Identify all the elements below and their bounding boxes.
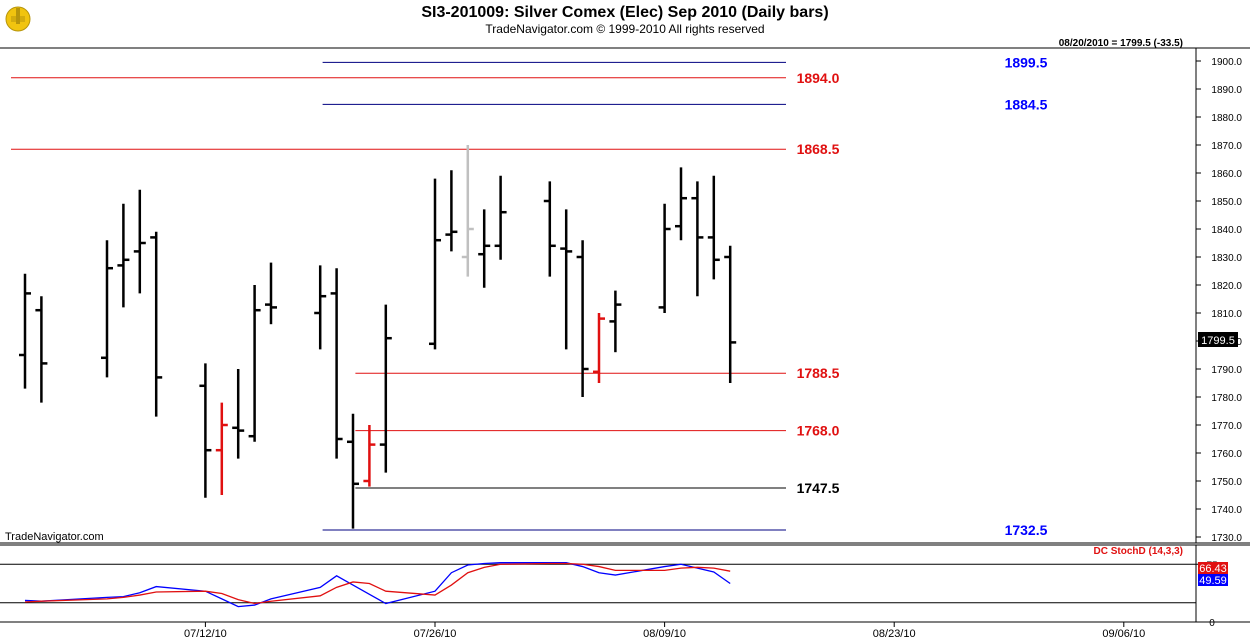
ohlc-bar — [707, 175, 720, 280]
ohlc-bar — [265, 262, 277, 325]
price-tick-label: 1790.0 — [1211, 365, 1242, 376]
ohlc-bar — [724, 245, 737, 383]
ohlc-bar — [363, 425, 376, 487]
level-label: 1894.0 — [797, 70, 840, 86]
price-pane: 1900.0 1890.0 1880.0 1870.0 1860.0 1850.0 1840… — [0, 47, 1250, 544]
level-label: 1899.5 — [1005, 54, 1048, 70]
date-tick-label: 08/23/10 — [873, 628, 916, 640]
ohlc-bar — [133, 189, 146, 294]
ohlc-bar — [117, 203, 130, 308]
date-tick-label: 07/26/10 — [414, 628, 457, 640]
price-tick-label: 1900.0 — [1211, 57, 1242, 68]
ohlc-bar — [199, 363, 212, 498]
level-label: 1732.5 — [1005, 522, 1048, 538]
ohlc-bar — [35, 296, 48, 403]
price-tick-label: 1810.0 — [1211, 309, 1242, 320]
ohlc-bar — [330, 268, 343, 459]
stoch-line-red — [24, 562, 731, 605]
quote-readout: 08/20/2010 = 1799.5 (-33.5) — [1059, 38, 1183, 49]
logo-icon — [5, 6, 31, 32]
ohlc-bar — [101, 240, 113, 378]
stoch-tick-label: 0 — [1209, 618, 1215, 629]
price-tick-label: 1780.0 — [1211, 393, 1242, 404]
stoch-d-value: 66.43 — [1199, 563, 1227, 575]
last-value-tag: 1799.5 — [1198, 332, 1238, 347]
ohlc-bar — [429, 178, 441, 350]
ohlc-bar — [675, 167, 687, 241]
stoch-value-tags: 66.43 49.59 — [1198, 562, 1228, 587]
price-tick-label: 1870.0 — [1211, 141, 1242, 152]
price-tick-label: 1770.0 — [1211, 421, 1242, 432]
level-label: 1747.5 — [797, 480, 840, 496]
last-value-label: 1799.5 — [1201, 335, 1235, 347]
price-levels: 1899.5 1894.0 1884.5 1868.5 1788.5 1768.0 1747… — [11, 54, 1048, 538]
price-tick-label: 1890.0 — [1211, 85, 1242, 96]
ohlc-bar — [461, 145, 474, 277]
level-label: 1868.5 — [797, 141, 840, 157]
ohlc-bar — [347, 413, 359, 529]
date-axis: 07/12/10 07/26/10 08/09/10 08/23/10 09/06/10 — [184, 622, 1145, 640]
stoch-title: DC StochD (14,3,3) — [1094, 546, 1183, 557]
ohlc-bar — [658, 203, 671, 313]
ohlc-bar — [609, 290, 622, 353]
date-tick-label: 09/06/10 — [1102, 628, 1145, 640]
stoch-line-blue — [24, 562, 731, 608]
ohlc-bar — [691, 181, 704, 297]
price-tick-label: 1850.0 — [1211, 197, 1242, 208]
level-label: 1884.5 — [1005, 96, 1048, 112]
ohlc-bar — [215, 402, 228, 495]
ohlc-bar — [314, 265, 327, 350]
price-tick-label: 1760.0 — [1211, 449, 1242, 460]
ohlc-bar — [478, 209, 491, 288]
price-tick-label: 1860.0 — [1211, 169, 1242, 180]
level-label: 1788.5 — [797, 365, 840, 381]
price-tick-label: 1730.0 — [1211, 533, 1242, 544]
stoch-lines — [24, 562, 731, 608]
price-tick-label: 1840.0 — [1211, 225, 1242, 236]
price-tick-label: 1740.0 — [1211, 505, 1242, 516]
price-tick-label: 1880.0 — [1211, 113, 1242, 124]
price-axis: 1900.0 1890.0 1880.0 1870.0 1860.0 1850.0 1840… — [1196, 57, 1242, 544]
ohlc-bar — [593, 313, 605, 383]
level-label: 1768.0 — [797, 423, 840, 439]
chart-subtitle: TradeNavigator.com © 1999-2010 All right… — [485, 22, 764, 36]
date-tick-label: 07/12/10 — [184, 628, 227, 640]
ohlc-bar — [543, 181, 556, 277]
ohlc-bar — [248, 285, 261, 442]
ohlc-bars — [19, 145, 737, 529]
stoch-k-value: 49.59 — [1199, 575, 1227, 587]
price-tick-label: 1820.0 — [1211, 281, 1242, 292]
ohlc-bar — [445, 170, 458, 252]
ohlc-bar — [494, 175, 507, 260]
ohlc-bar — [150, 231, 163, 417]
ohlc-bar — [576, 240, 589, 397]
watermark: TradeNavigator.com — [5, 531, 104, 543]
price-tick-label: 1750.0 — [1211, 477, 1242, 488]
stoch-reference-lines — [0, 563, 1196, 604]
ohlc-bar — [379, 304, 392, 473]
ohlc-bar — [232, 369, 245, 459]
price-tick-label: 1830.0 — [1211, 253, 1242, 264]
stoch-pane: DC StochD (14,3,3) 750 66.43 49.59 — [0, 545, 1228, 629]
ohlc-bar — [560, 209, 573, 350]
chart-title: SI3-201009: Silver Comex (Elec) Sep 2010… — [421, 4, 828, 21]
date-tick-label: 08/09/10 — [643, 628, 686, 640]
ohlc-bar — [19, 273, 31, 389]
